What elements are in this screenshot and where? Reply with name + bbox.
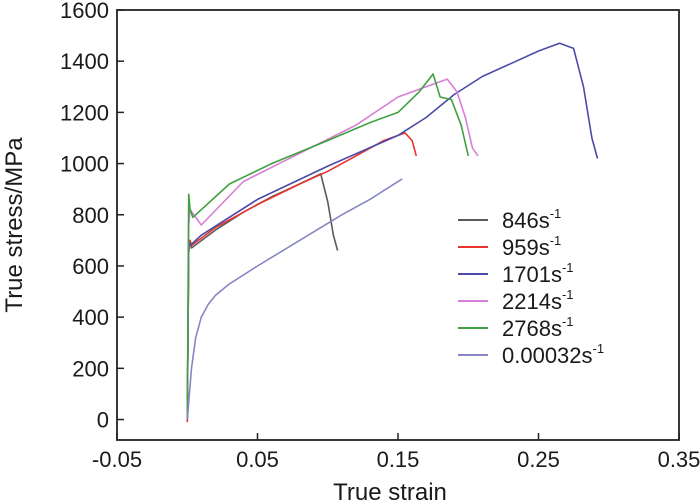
series-line-1 — [186, 132, 418, 423]
legend-label-3: 2214s-1 — [502, 287, 574, 314]
x-tick-label: 0.05 — [236, 447, 279, 472]
y-tick-label: 200 — [72, 356, 109, 381]
x-axis-label: True strain — [333, 479, 447, 504]
legend-label-4: 2768s-1 — [502, 314, 574, 341]
y-tick-label: 400 — [72, 305, 109, 330]
y-tick-label: 1400 — [60, 49, 109, 74]
series-line-2 — [186, 42, 599, 420]
y-axis-ticks: 0 200 400 600 800 1000 1200 1400 1600 — [60, 0, 124, 433]
data-series-lines — [186, 42, 599, 423]
y-tick-label: 1200 — [60, 100, 109, 125]
x-tick-label: 0.25 — [517, 447, 560, 472]
legend: 846s-1959s-11701s-12214s-12768s-10.00032… — [458, 206, 604, 368]
x-tick-label: -0.05 — [92, 447, 142, 472]
y-tick-label: 1600 — [60, 0, 109, 23]
legend-label-1: 959s-1 — [502, 233, 561, 260]
series-line-0 — [186, 173, 339, 420]
y-tick-label: 1000 — [60, 152, 109, 177]
x-axis-ticks: -0.05 0.05 0.15 0.25 0.35 — [92, 433, 700, 472]
legend-label-5: 0.00032s-1 — [502, 341, 604, 368]
x-tick-label: 0.35 — [658, 447, 700, 472]
y-tick-label: 0 — [97, 408, 109, 433]
series-line-4 — [186, 73, 470, 420]
y-tick-label: 600 — [72, 254, 109, 279]
x-tick-label: 0.15 — [377, 447, 420, 472]
series-line-3 — [186, 78, 479, 420]
y-axis-label: True stress/MPa — [1, 137, 28, 313]
y-tick-label: 800 — [72, 203, 109, 228]
legend-label-2: 1701s-1 — [502, 260, 574, 287]
legend-label-0: 846s-1 — [502, 206, 561, 233]
series-line-5 — [186, 178, 403, 420]
